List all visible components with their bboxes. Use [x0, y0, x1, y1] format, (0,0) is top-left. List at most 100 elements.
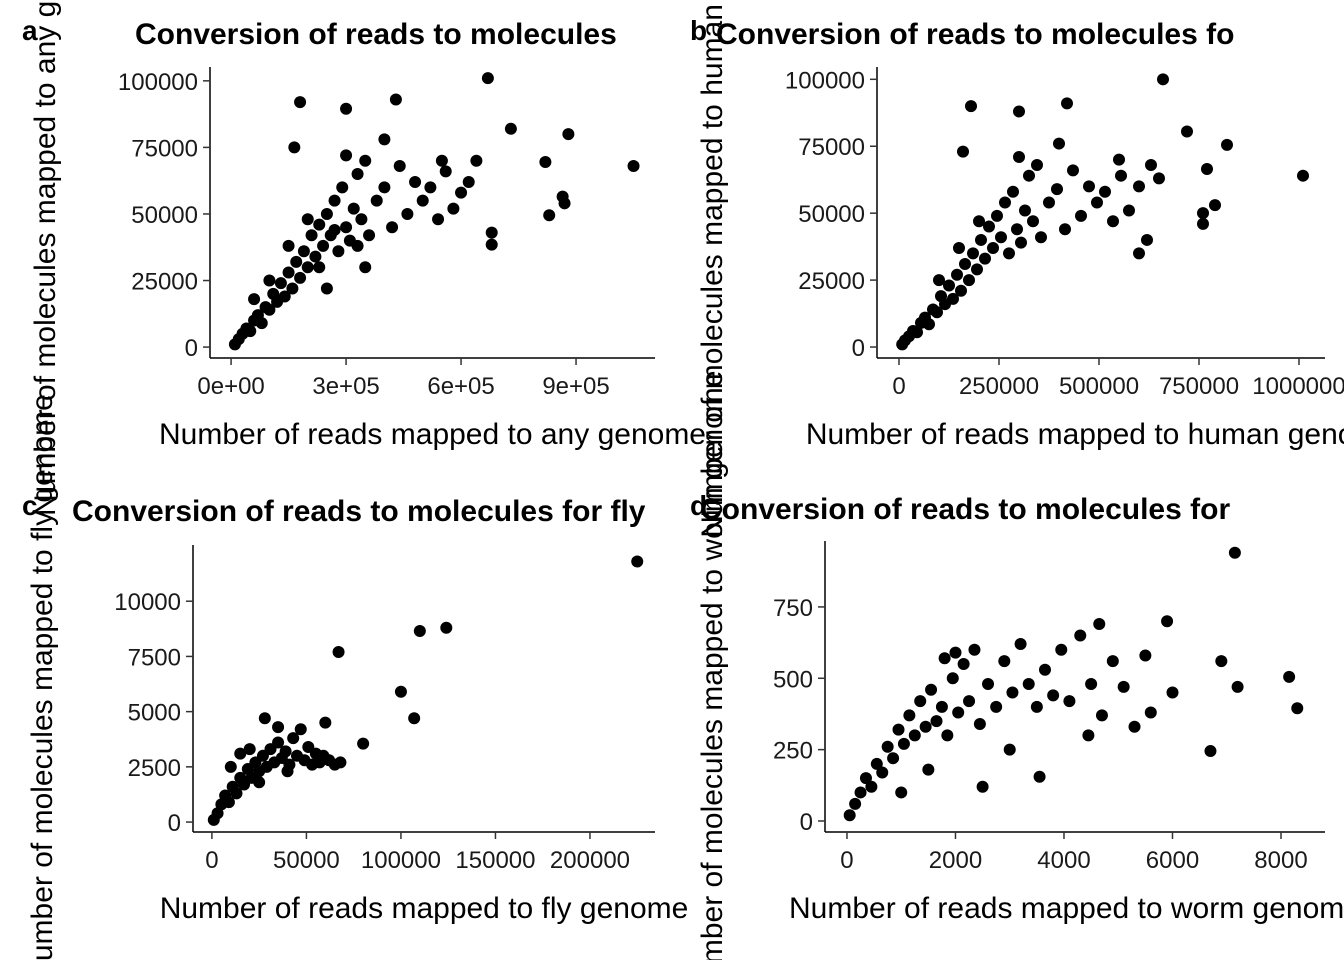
point	[351, 168, 364, 181]
point	[1061, 97, 1073, 110]
point	[224, 760, 237, 773]
point	[1128, 720, 1141, 733]
y-tick-label: 25000	[131, 269, 198, 296]
point	[876, 766, 889, 779]
point	[935, 700, 948, 713]
point	[911, 326, 923, 339]
y-tick-label: 750	[773, 595, 813, 622]
x-tick-label: 6e+05	[427, 373, 494, 400]
point	[1141, 233, 1153, 246]
point	[895, 786, 908, 799]
point	[1204, 745, 1217, 758]
point	[278, 290, 291, 303]
point	[1093, 618, 1106, 631]
point	[849, 797, 862, 810]
point	[1209, 199, 1221, 212]
point	[1197, 217, 1209, 230]
point	[631, 555, 644, 568]
point	[320, 207, 333, 220]
point	[967, 247, 979, 260]
point	[281, 765, 294, 778]
point	[562, 128, 575, 141]
point	[290, 255, 303, 268]
y-tick-label: 50000	[131, 202, 198, 229]
point	[274, 277, 287, 290]
point	[355, 213, 368, 226]
point	[1007, 185, 1019, 198]
panel-letter: b	[690, 15, 707, 46]
point	[951, 268, 963, 281]
point	[982, 677, 995, 690]
point	[378, 133, 391, 146]
x-axis-title: Number of reads mapped to worm genome	[789, 892, 1344, 925]
point	[973, 215, 985, 228]
point	[991, 209, 1003, 222]
x-tick-label: 8000	[1254, 847, 1307, 874]
point	[1030, 700, 1043, 713]
point	[955, 284, 967, 297]
point	[301, 261, 314, 274]
point	[963, 695, 976, 708]
x-tick-label: 750000	[1159, 373, 1239, 400]
point	[1181, 125, 1193, 138]
point	[943, 279, 955, 292]
point	[294, 96, 307, 109]
point	[462, 176, 475, 189]
point	[627, 160, 640, 173]
point	[435, 154, 448, 167]
point	[440, 621, 453, 634]
x-tick-label: 1000000	[1252, 373, 1344, 400]
point	[1043, 196, 1055, 209]
panel-title: Conversion of reads to molecules	[135, 18, 617, 51]
point	[1123, 204, 1135, 217]
point	[424, 181, 437, 194]
point	[332, 245, 345, 258]
x-tick-label: 3e+05	[312, 373, 379, 400]
point	[1157, 73, 1169, 86]
point	[990, 700, 1003, 713]
point	[987, 241, 999, 254]
x-axis-title: Number of reads mapped to fly genome	[160, 892, 689, 925]
x-tick-label: 150000	[455, 847, 535, 874]
point	[908, 729, 921, 742]
point	[1215, 655, 1228, 668]
point	[539, 156, 552, 169]
point	[279, 745, 292, 758]
point	[1031, 158, 1043, 171]
point	[313, 261, 326, 274]
point	[892, 723, 905, 736]
point	[447, 202, 460, 215]
point	[543, 209, 556, 222]
point	[1013, 150, 1025, 163]
point	[979, 252, 991, 265]
point	[998, 655, 1011, 668]
point	[865, 780, 878, 793]
point	[263, 303, 276, 316]
x-tick-label: 9e+05	[542, 373, 609, 400]
point	[1055, 643, 1068, 656]
point	[272, 736, 285, 749]
point	[1291, 702, 1304, 715]
point	[931, 306, 943, 319]
y-tick-label: 500	[773, 666, 813, 693]
point	[897, 737, 910, 750]
point	[843, 809, 856, 822]
point	[230, 787, 243, 800]
y-tick-label: 250	[773, 738, 813, 765]
point	[1013, 105, 1025, 118]
point	[340, 221, 353, 234]
point	[952, 706, 965, 719]
point	[320, 282, 333, 295]
point	[336, 181, 349, 194]
point	[370, 194, 383, 207]
x-tick-label: 50000	[273, 847, 340, 874]
x-tick-label: 0	[840, 847, 853, 874]
point	[286, 282, 299, 295]
point	[1035, 231, 1047, 244]
point	[1091, 196, 1103, 209]
point	[1095, 709, 1108, 722]
point	[1053, 137, 1065, 150]
point	[975, 233, 987, 246]
point	[248, 293, 261, 306]
point	[1083, 180, 1095, 193]
